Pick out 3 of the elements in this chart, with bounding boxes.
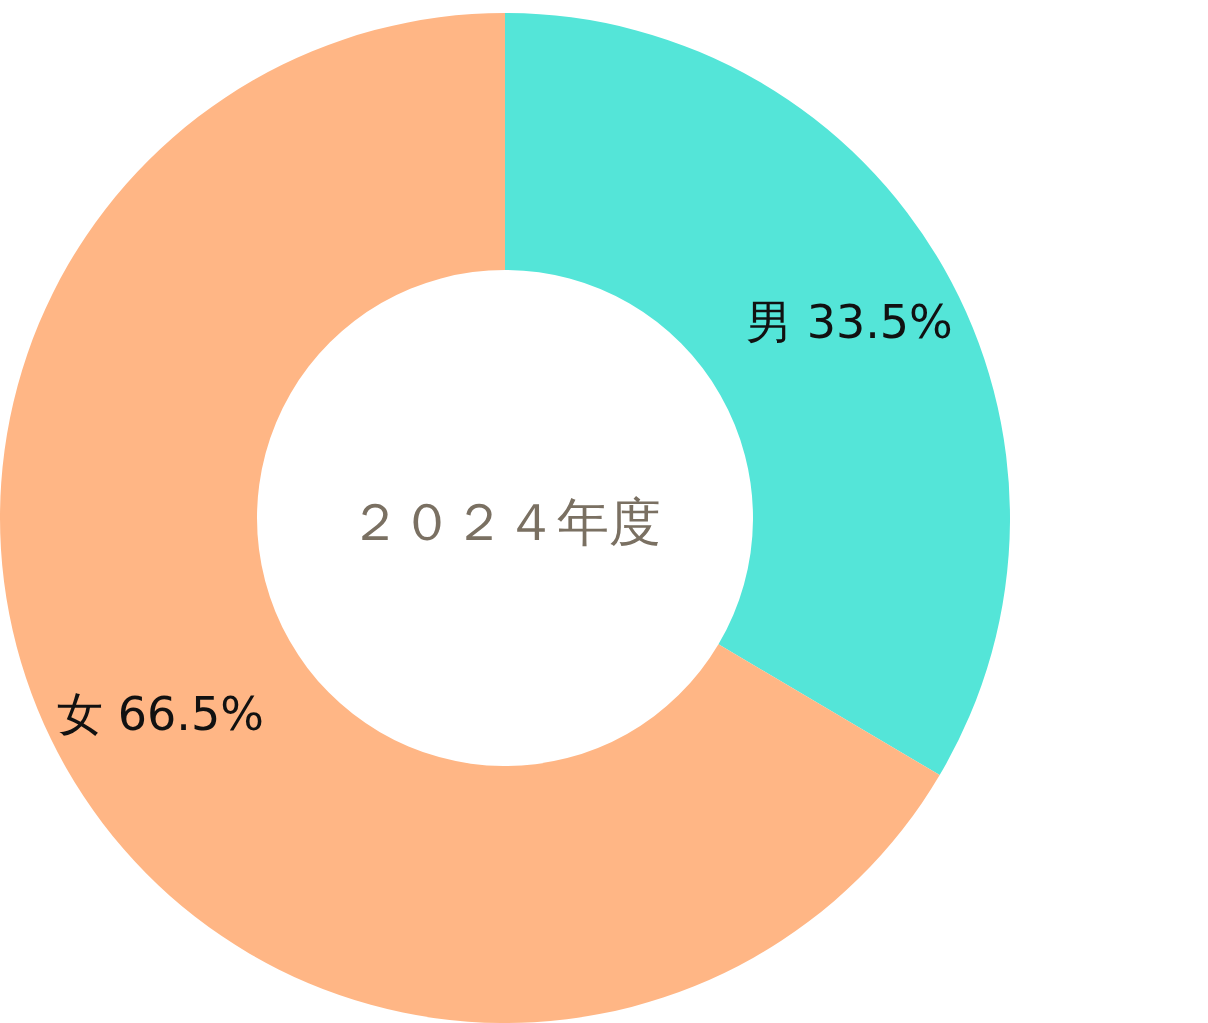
slice-label: 男 33.5% <box>746 294 953 349</box>
slice-label: 女 66.5% <box>57 687 264 742</box>
text: ２０２４年度 <box>349 492 661 552</box>
